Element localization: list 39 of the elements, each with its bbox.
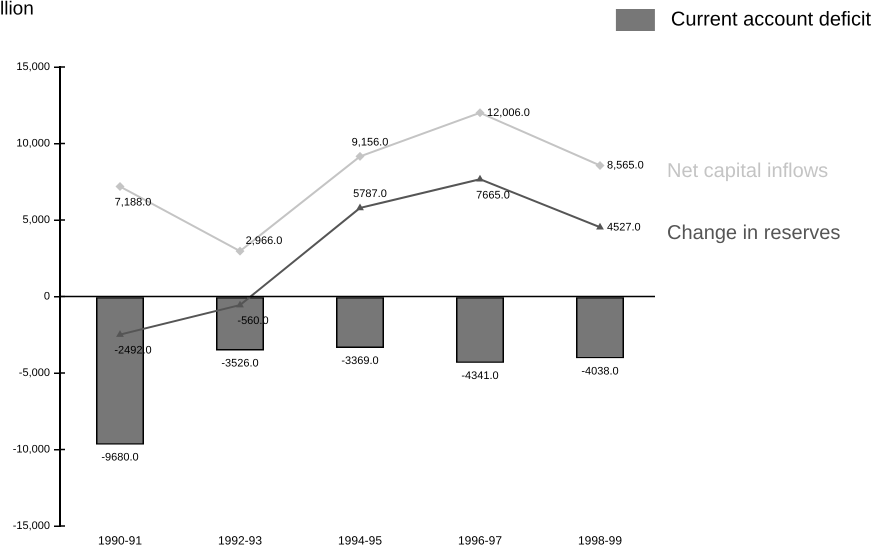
point (596, 222, 604, 230)
data-label: -3369.0 (341, 355, 379, 368)
point (356, 203, 364, 210)
data-label: 8,565.0 (607, 159, 644, 172)
data-label: 9,156.0 (352, 136, 388, 148)
point (476, 174, 484, 182)
y-tick-label: -15,000 (12, 520, 50, 532)
data-label: 2,966.0 (246, 235, 282, 248)
y-tick-label: -10,000 (12, 444, 50, 456)
data-label: 4527.0 (607, 221, 641, 234)
x-tick-label: 1998-99 (578, 534, 622, 548)
legend-label: Current account deficit (670, 8, 872, 31)
y-tick-label: 10,000 (16, 138, 50, 150)
y-tick-label: 0 (44, 290, 50, 303)
data-label: 5787.0 (353, 188, 387, 200)
y-axis-title: llion (0, 0, 34, 20)
text: Net capital inflows (667, 160, 828, 182)
x-tick-label: 1996-97 (458, 534, 502, 548)
data-label: -4341.0 (461, 370, 499, 382)
x-tick-label: 1994-95 (338, 534, 382, 548)
data-label: 7665.0 (476, 189, 510, 202)
y-tick-label: 15,000 (16, 61, 50, 74)
point (476, 108, 484, 118)
data-label: 12,006.0 (487, 106, 530, 119)
point (116, 182, 124, 192)
point (236, 300, 244, 308)
point (356, 152, 364, 161)
text: Change in reserves (667, 222, 840, 244)
x-tick-label: 1992-93 (218, 534, 262, 548)
data-label: 7,188.0 (114, 196, 152, 209)
x-tick-label: 1990-91 (98, 534, 142, 548)
data-label: -4038.0 (581, 365, 619, 378)
y-tick-label: 5,000 (22, 214, 50, 226)
y-tick-label: -5,000 (18, 367, 50, 380)
point (596, 160, 604, 170)
point (236, 246, 244, 256)
point (116, 330, 124, 337)
data-label: -3526.0 (221, 357, 259, 370)
data-label: -9680.0 (101, 452, 139, 464)
